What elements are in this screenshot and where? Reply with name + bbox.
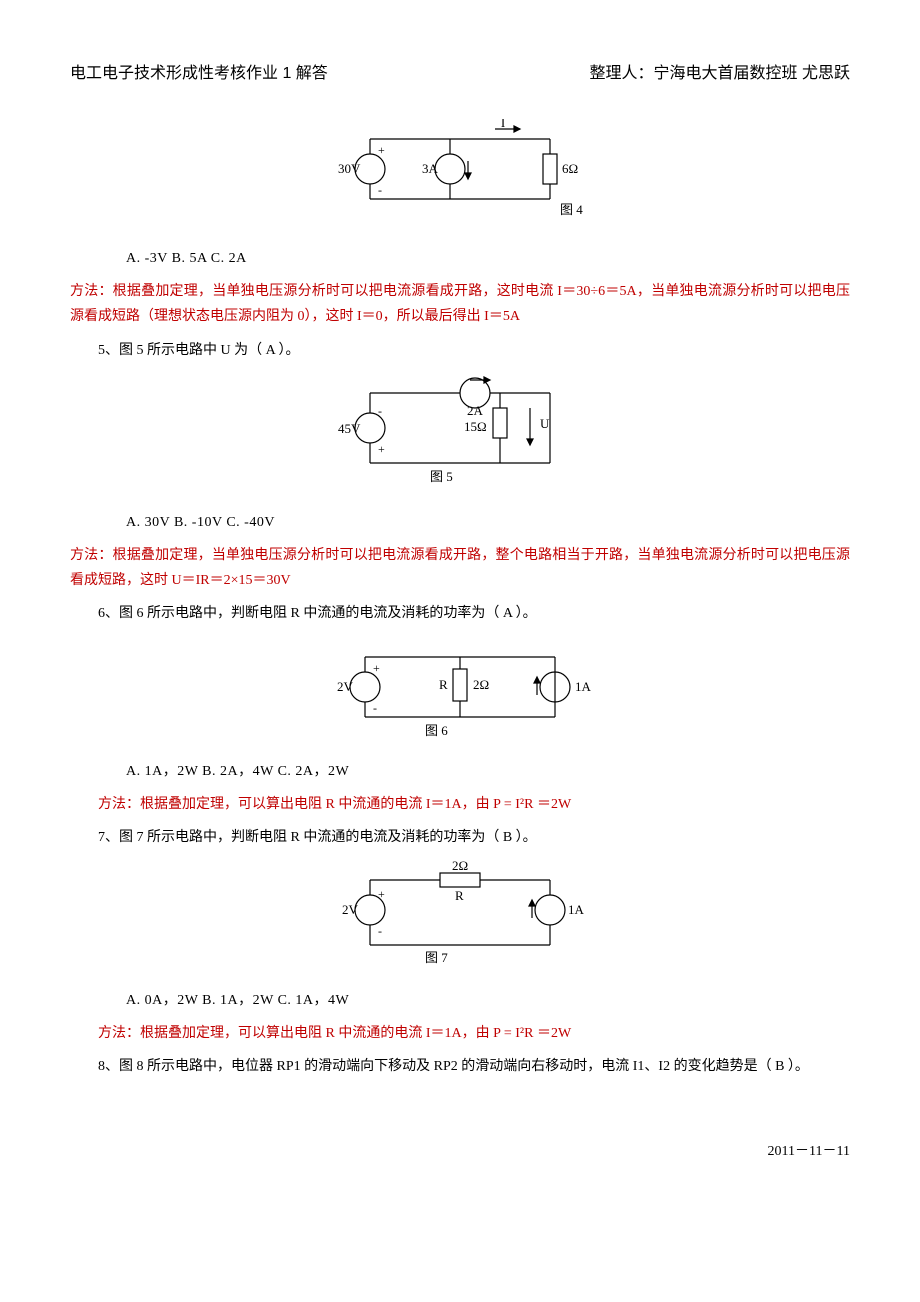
figure-6: + - 2V R 2Ω 1A 图 6 (70, 637, 850, 751)
minus-sign: - (373, 701, 377, 715)
resistor-val-label: 2Ω (473, 677, 489, 692)
q7-question: 7、图 7 所示电路中，判断电阻 R 中流通的电流及消耗的功率为（ B ）。 (70, 825, 850, 850)
q4-method: 方法：根据叠加定理，当单独电压源分析时可以把电流源看成开路，这时电流 I＝30÷… (70, 279, 850, 329)
q6-formula: P = I²R (493, 797, 533, 812)
q6-method: 方法：根据叠加定理，可以算出电阻 R 中流通的电流 I＝1A，由 P = I²R… (70, 792, 850, 817)
q7-method-prefix: 方法：根据叠加定理，可以算出电阻 R 中流通的电流 I＝1A，由 (98, 1026, 493, 1041)
figure-5: - + 45V 2A 15Ω U 图 5 (70, 373, 850, 502)
q7-options: A. 0A，2W B. 1A，2W C. 1A，4W (70, 988, 850, 1013)
circuit-diagram-5: - + 45V 2A 15Ω U 图 5 (320, 373, 600, 493)
q6-method-prefix: 方法：根据叠加定理，可以算出电阻 R 中流通的电流 I＝1A，由 (98, 797, 493, 812)
plus-sign: + (378, 887, 385, 901)
q6-options: A. 1A，2W B. 2A，4W C. 2A，2W (70, 759, 850, 784)
q4-options: A. -3V B. 5A C. 2A (70, 246, 850, 271)
page-header: 电工电子技术形成性考核作业 1 解答 整理人：宁海电大首届数控班 尤思跃 (70, 60, 850, 89)
minus-sign: - (378, 404, 382, 418)
header-right: 整理人：宁海电大首届数控班 尤思跃 (590, 60, 850, 89)
minus-sign: - (378, 924, 382, 938)
figure-4: + - I 30V 3A 6Ω 图 4 (70, 119, 850, 238)
current-i-label: I (501, 119, 505, 130)
resistor-r-label: R (439, 677, 448, 692)
figure-caption: 图 4 (560, 202, 583, 217)
circuit-diagram-6: + - 2V R 2Ω 1A 图 6 (315, 637, 605, 742)
voltage-source-label: 30V (338, 161, 361, 176)
q5-method: 方法：根据叠加定理，当单独电压源分析时可以把电流源看成开路，整个电路相当于开路，… (70, 543, 850, 593)
u-label: U (540, 416, 550, 431)
q8-question: 8、图 8 所示电路中，电位器 RP1 的滑动端向下移动及 RP2 的滑动端向右… (70, 1054, 850, 1079)
q7-formula: P = I²R (493, 1026, 533, 1041)
current-source-label: 2A (467, 403, 484, 418)
circuit-diagram-4: + - I 30V 3A 6Ω 图 4 (320, 119, 600, 229)
header-left: 电工电子技术形成性考核作业 1 解答 (70, 60, 328, 89)
plus-sign: + (378, 143, 385, 157)
resistor-r-label: R (455, 888, 464, 903)
figure-caption: 图 5 (430, 469, 453, 484)
current-source-label: 1A (568, 902, 585, 917)
q5-question: 5、图 5 所示电路中 U 为（ A ）。 (70, 338, 850, 363)
plus-sign: + (373, 661, 380, 675)
q7-method-suffix: ＝2W (533, 1026, 571, 1041)
minus-sign: - (378, 183, 382, 197)
circuit-diagram-7: + - 2V 2Ω R 1A 图 7 (320, 860, 600, 970)
resistor-val-label: 2Ω (452, 860, 468, 873)
q5-options: A. 30V B. -10V C. -40V (70, 510, 850, 535)
voltage-source-label: 2V (342, 902, 359, 917)
figure-7: + - 2V 2Ω R 1A 图 7 (70, 860, 850, 979)
q7-method: 方法：根据叠加定理，可以算出电阻 R 中流通的电流 I＝1A，由 P = I²R… (70, 1021, 850, 1046)
voltage-source-label: 2V (337, 679, 354, 694)
q6-method-suffix: ＝2W (533, 797, 571, 812)
q6-question: 6、图 6 所示电路中，判断电阻 R 中流通的电流及消耗的功率为（ A ）。 (70, 601, 850, 626)
page-footer-date: 2011－11－11 (70, 1139, 850, 1164)
figure-caption: 图 7 (425, 950, 448, 965)
current-source-label: 1A (575, 679, 592, 694)
figure-caption: 图 6 (425, 723, 448, 738)
resistor-label: 15Ω (464, 419, 487, 434)
resistor-label: 6Ω (562, 161, 578, 176)
current-source-label: 3A (422, 161, 439, 176)
voltage-source-label: 45V (338, 421, 361, 436)
plus-sign: + (378, 442, 385, 456)
